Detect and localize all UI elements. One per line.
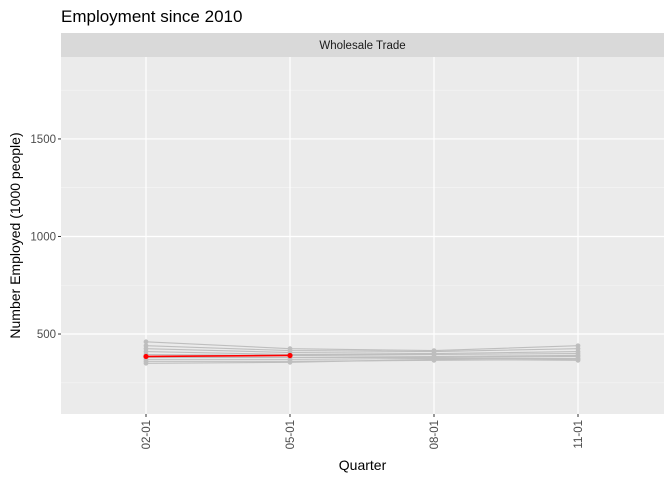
background-series-line — [145, 345, 579, 353]
highlight-series-point — [287, 352, 293, 359]
background-series-point — [575, 357, 581, 363]
background-series-line — [146, 355, 579, 358]
background-series-line — [146, 357, 578, 360]
chart-title: Employment since 2010 — [61, 7, 242, 26]
background-series-point — [287, 359, 293, 365]
x-tick-label: 02-01 — [141, 420, 153, 449]
x-tick-label: 08-01 — [429, 420, 441, 449]
x-axis-title: Quarter — [339, 457, 387, 473]
highlight-series-line — [145, 354, 291, 358]
y-axis-title: Number Employed (1000 people) — [7, 132, 23, 338]
background-series-line — [145, 353, 579, 358]
y-tick-label: 1000 — [30, 231, 56, 243]
axes: 500 1000 1500 02-01 05-01 08-01 11-01 — [30, 134, 585, 449]
series-layer — [143, 339, 581, 366]
background-series-point — [143, 360, 149, 366]
facet-strip-label: Wholesale Trade — [319, 40, 405, 52]
x-tick-label: 11-01 — [573, 420, 585, 449]
background-series-line — [145, 348, 579, 355]
background-series-line — [145, 358, 579, 364]
background-series-point — [143, 339, 149, 345]
background-series-line — [145, 341, 579, 352]
x-tick-label: 05-01 — [285, 420, 297, 449]
background-series-point — [431, 356, 437, 362]
y-tick-label: 1500 — [30, 134, 56, 146]
background-series-line — [145, 351, 579, 356]
y-tick-label: 500 — [37, 329, 56, 341]
facet-strip — [61, 33, 664, 57]
highlight-series-point — [143, 353, 149, 360]
